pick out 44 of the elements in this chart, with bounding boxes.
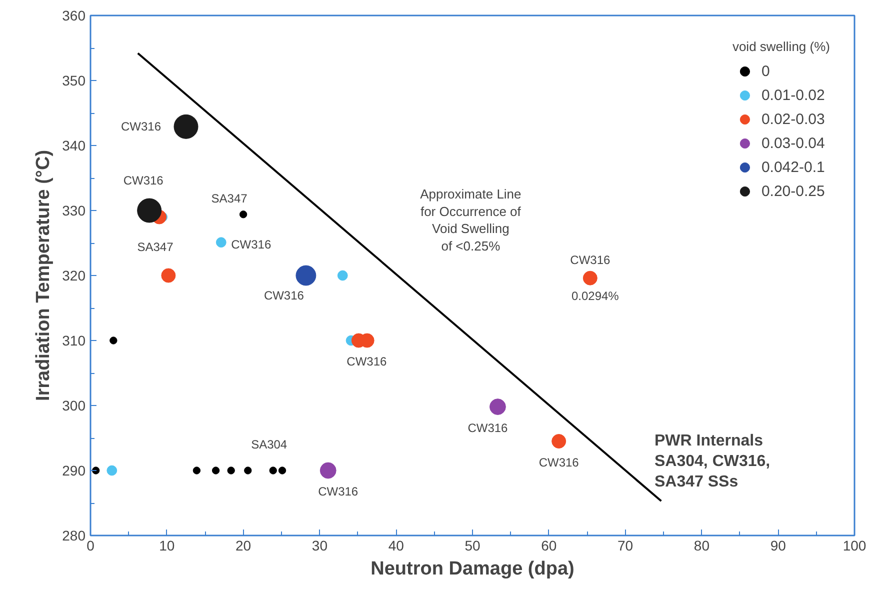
y-tick-label: 310 [62,332,86,348]
x-tick-label: 50 [464,538,480,554]
annotation: SA304 [251,438,288,452]
legend-label: 0.01-0.02 [761,86,825,104]
x-tick-label: 0 [86,538,95,554]
annotation: CW316 [538,455,580,470]
x-tick-label: 100 [842,538,866,554]
y-axis-title: Irradiation Temperature (°C) [33,150,54,402]
annotation: CW316 [570,253,610,268]
y-tick-label: 320 [62,268,86,284]
x-tick-label: 30 [312,538,328,554]
y-tick-label: 280 [62,528,86,544]
x-tick-label: 60 [541,538,557,554]
annotation: CW316 [346,354,387,368]
annotation: SA347 [211,191,248,206]
legend-label: 0.20-0.25 [761,182,825,200]
x-tick-label: 20 [236,538,252,554]
legend-label: 0.03-0.04 [761,134,825,152]
x-tick-label: 40 [388,538,404,554]
x-tick-label: 10 [159,538,175,554]
legend-title: void swelling (%) [732,39,830,54]
x-tick-label: 80 [694,538,710,554]
x-axis-title: Neutron Damage (dpa) [370,558,574,580]
legend-label: 0 [761,62,771,80]
x-tick-label: 90 [770,538,786,554]
annotation: CW316 [318,484,358,498]
y-tick-label: 330 [62,202,86,218]
annotation: SA347 [137,240,174,254]
y-tick-label: 340 [62,138,86,154]
y-tick-label: 300 [62,398,86,414]
y-tick-label: 290 [62,462,86,478]
annotation: Approximate Line for Occurrence of Void Swelling of <0.25% [420,186,522,254]
y-tick-label: 360 [62,8,86,24]
annotation: CW316 [120,120,162,134]
legend-label: 0.02-0.03 [761,110,825,128]
annotation: CW316 [264,288,304,302]
annotation: CW316 [231,237,272,252]
annotation: CW316 [123,174,164,188]
annotation: CW316 [468,420,508,435]
annotation: 0.0294% [571,289,620,304]
y-tick-label: 350 [62,72,86,88]
legend-label: 0.042-0.1 [761,158,825,176]
annotation: PWR Internals SA304, CW316, SA347 SSs [654,432,770,490]
x-tick-label: 70 [618,538,634,554]
